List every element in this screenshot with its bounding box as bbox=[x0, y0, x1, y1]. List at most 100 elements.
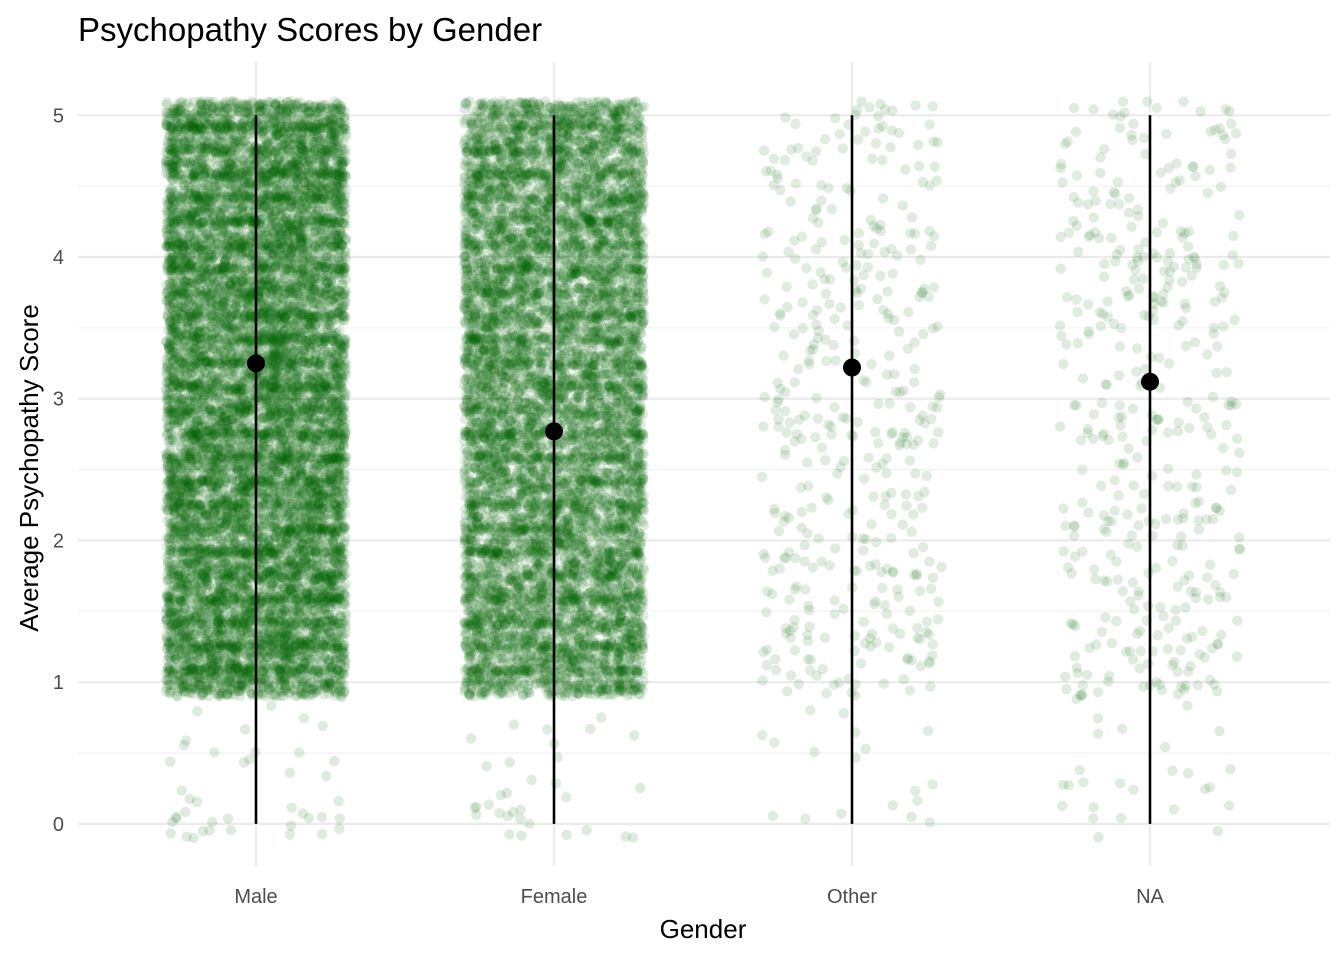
point-male bbox=[258, 590, 268, 600]
point-male bbox=[245, 499, 255, 509]
point-male bbox=[214, 689, 224, 699]
point-male bbox=[326, 471, 336, 481]
point-male bbox=[253, 470, 263, 480]
point-male bbox=[161, 675, 171, 685]
point-male bbox=[311, 634, 321, 644]
point-male bbox=[293, 667, 303, 677]
point-male bbox=[239, 611, 249, 621]
point-male bbox=[188, 667, 198, 677]
point-male bbox=[239, 663, 249, 673]
point-male bbox=[230, 568, 240, 578]
point-male bbox=[309, 547, 319, 557]
point-male bbox=[285, 680, 295, 690]
point-male bbox=[195, 499, 205, 509]
point-male bbox=[311, 685, 321, 695]
point-male bbox=[298, 471, 308, 481]
point-male bbox=[212, 639, 222, 649]
point-male bbox=[222, 688, 232, 698]
point-male bbox=[323, 682, 333, 692]
point-male bbox=[196, 520, 206, 530]
point-male bbox=[184, 547, 194, 557]
point-male bbox=[319, 667, 329, 677]
point-male bbox=[315, 606, 325, 616]
point-male bbox=[209, 678, 219, 688]
point-male bbox=[326, 558, 336, 568]
point-male bbox=[268, 548, 278, 558]
point-male bbox=[324, 656, 334, 666]
point-male bbox=[218, 468, 228, 478]
point-male bbox=[249, 522, 259, 532]
point-male bbox=[233, 541, 243, 551]
point-male bbox=[236, 686, 246, 696]
point-male bbox=[338, 548, 348, 558]
point-male bbox=[332, 510, 342, 520]
point-male bbox=[286, 617, 296, 627]
point-male bbox=[220, 545, 230, 555]
point-male bbox=[282, 561, 292, 571]
point-male bbox=[166, 686, 176, 696]
point-male bbox=[228, 661, 238, 671]
point-male bbox=[324, 581, 334, 591]
point-male bbox=[339, 539, 349, 549]
point-male bbox=[240, 592, 250, 602]
point-male bbox=[195, 682, 205, 692]
point-male bbox=[305, 537, 315, 547]
point-male bbox=[168, 568, 178, 578]
point-male bbox=[213, 658, 223, 668]
point-male bbox=[174, 610, 184, 620]
point-male bbox=[324, 633, 334, 643]
point-male bbox=[173, 677, 183, 687]
point-male bbox=[192, 620, 202, 630]
point-male bbox=[327, 493, 337, 503]
point-male bbox=[260, 521, 270, 531]
point-male bbox=[228, 642, 238, 652]
point-male bbox=[164, 490, 174, 500]
point-male bbox=[295, 570, 305, 580]
point-male bbox=[215, 630, 225, 640]
point-male bbox=[274, 655, 284, 665]
point-male bbox=[165, 665, 175, 675]
point-male bbox=[264, 567, 274, 577]
point-male bbox=[283, 631, 293, 641]
point-male bbox=[173, 637, 183, 647]
point-male bbox=[292, 589, 302, 599]
point-male bbox=[281, 664, 291, 674]
point-male bbox=[334, 469, 344, 479]
point-male bbox=[168, 585, 178, 595]
point-male bbox=[232, 464, 242, 474]
point-male bbox=[261, 663, 271, 673]
point-male bbox=[260, 491, 270, 501]
point-male bbox=[269, 591, 279, 601]
point-male bbox=[340, 561, 350, 571]
point-male bbox=[280, 641, 290, 651]
point-male bbox=[187, 562, 197, 572]
point-male bbox=[200, 636, 210, 646]
point-male bbox=[161, 501, 171, 511]
point-male bbox=[301, 556, 311, 566]
point-male bbox=[163, 516, 173, 526]
point-male bbox=[230, 620, 240, 630]
point-male bbox=[340, 494, 350, 504]
point-male bbox=[324, 612, 334, 622]
point-male bbox=[181, 466, 191, 476]
point-male bbox=[200, 666, 210, 676]
point-male bbox=[315, 573, 325, 583]
point-male bbox=[165, 612, 175, 622]
point-male bbox=[292, 492, 302, 502]
point-male bbox=[336, 611, 346, 621]
point-male bbox=[206, 515, 216, 525]
point-male bbox=[280, 590, 290, 600]
point-male bbox=[252, 688, 262, 698]
point-male bbox=[228, 533, 238, 543]
chart-title: Psychopathy Scores by Gender bbox=[78, 11, 542, 48]
point-male bbox=[340, 662, 350, 672]
point-male bbox=[303, 691, 313, 701]
point-male bbox=[168, 474, 178, 484]
point-male bbox=[265, 612, 275, 622]
point-male bbox=[317, 491, 327, 501]
point-male bbox=[275, 619, 285, 629]
point-male bbox=[213, 591, 223, 601]
point-male bbox=[195, 544, 205, 554]
